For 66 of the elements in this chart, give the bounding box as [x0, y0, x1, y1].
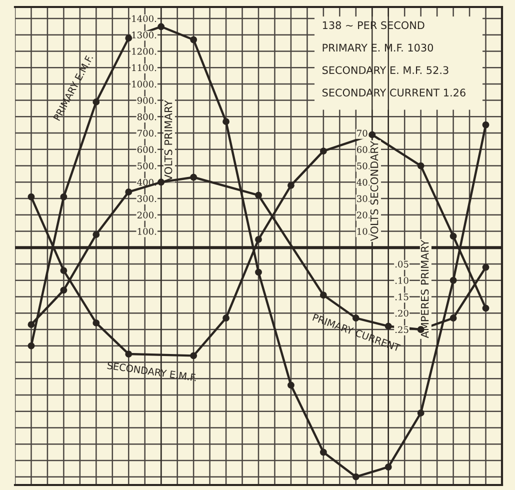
- y3-tick-label: .05: [395, 260, 408, 268]
- y3-tick-label: .10: [395, 277, 408, 284]
- y-tick-label: 1400.: [132, 15, 156, 22]
- point: [222, 314, 230, 322]
- point: [158, 178, 165, 186]
- point: [28, 342, 35, 350]
- point: [255, 192, 262, 199]
- point: [190, 36, 198, 44]
- point: [255, 236, 262, 243]
- y2-tick-label: 70.: [357, 130, 370, 137]
- point: [28, 193, 35, 200]
- point: [60, 267, 68, 274]
- y-tick-label: 900.: [137, 97, 156, 104]
- y-tick-label: 1200.: [132, 48, 156, 55]
- point: [222, 118, 230, 126]
- y-tick-label: 700.: [138, 130, 156, 137]
- point: [60, 193, 68, 200]
- point: [125, 34, 132, 42]
- y-tick-label: 500.: [138, 162, 156, 170]
- y2-tick-label: 20.: [357, 212, 370, 218]
- y-axis-title: VOLTS PRIMARY: [164, 100, 172, 182]
- point: [287, 382, 294, 389]
- y-tick-label: 100.: [138, 228, 156, 235]
- point: [190, 174, 198, 181]
- point: [125, 350, 132, 358]
- y2-tick-label: 40.: [356, 178, 370, 186]
- point: [320, 148, 327, 155]
- y-tick-label: 1100.: [132, 64, 156, 72]
- point: [92, 231, 100, 238]
- y-tick-label: 300.: [138, 195, 156, 202]
- y3-tick-label: .15: [395, 293, 408, 300]
- point: [450, 232, 457, 240]
- point: [92, 319, 100, 326]
- point: [92, 98, 100, 106]
- y2-tick-label: 30.: [357, 195, 370, 202]
- point: [158, 23, 165, 30]
- point: [482, 304, 490, 312]
- y2-tick-label: 60.: [356, 146, 370, 153]
- point: [450, 276, 457, 284]
- y3-axis-title: AMPERES PRIMARY: [420, 240, 429, 338]
- text: SECONDARY E.M.F.: [107, 362, 197, 382]
- point: [190, 352, 198, 360]
- y2-tick-label: 10.: [357, 228, 370, 235]
- y3-tick-label: .20: [395, 310, 408, 317]
- y-tick-label: 200.: [137, 212, 156, 218]
- point: [320, 292, 327, 299]
- y-tick-label: 1000.: [132, 80, 156, 88]
- point: [352, 473, 360, 480]
- y-tick-label: 600.: [137, 146, 156, 153]
- point: [384, 322, 392, 330]
- point: [28, 321, 35, 328]
- point: [482, 264, 490, 271]
- y-tick-label: 1300.: [132, 32, 156, 38]
- point: [287, 182, 294, 189]
- point: [368, 131, 376, 138]
- y-tick-label: 800.: [137, 113, 156, 120]
- y2-axis-title: VOLTS SECONDARY: [370, 140, 378, 242]
- point: [255, 268, 262, 276]
- point: [450, 314, 457, 322]
- y2-tick-label: 50.: [357, 162, 370, 170]
- point: [320, 448, 327, 456]
- point: [482, 121, 490, 128]
- point: [417, 162, 424, 170]
- point: [60, 286, 68, 294]
- point: [125, 188, 132, 196]
- point: [417, 410, 424, 416]
